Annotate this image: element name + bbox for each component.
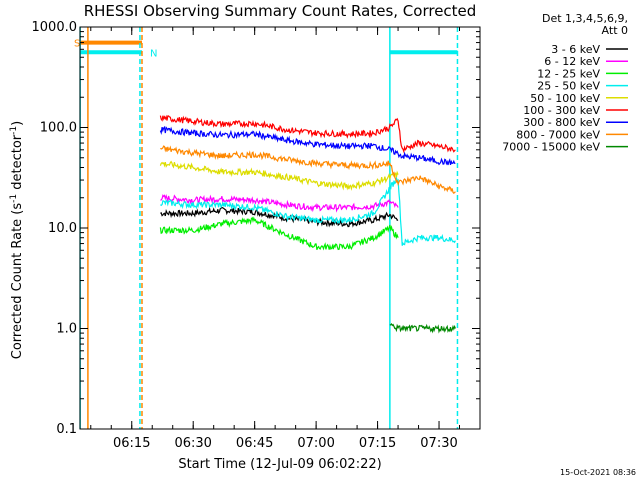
x-tick-label: 06:15 xyxy=(113,436,150,451)
flag-label-n: N xyxy=(150,48,157,59)
x-tick-label: 07:15 xyxy=(359,436,396,451)
plot-area: SN xyxy=(74,27,459,429)
y-tick-label: 1000.0 xyxy=(32,20,78,35)
legend-header-line-0: Det 1,3,4,5,6,9, xyxy=(542,12,628,25)
y-axis-label-part1: Corrected Count Rate (s xyxy=(10,203,25,360)
series-line-7 xyxy=(160,145,456,195)
flag-label-s: S xyxy=(74,39,80,50)
series-line-4 xyxy=(159,160,399,191)
legend-label-2: 12 - 25 keV xyxy=(537,67,600,80)
legend-label-4: 50 - 100 keV xyxy=(530,92,600,105)
y-axis-label-sup2: -1 xyxy=(9,126,19,135)
series-line-6 xyxy=(159,125,456,166)
legend-label-5: 100 - 300 keV xyxy=(523,104,600,117)
series-line-5 xyxy=(159,114,456,154)
axes: 0.1 1.0 10.0 100.0 1000.0 06:15 06:30 06:45 07:0… xyxy=(32,20,481,451)
x-tick-label: 06:45 xyxy=(236,436,273,451)
series-line-8 xyxy=(389,323,456,334)
y-axis-label-sup1: -1 xyxy=(9,194,19,203)
series-line-2 xyxy=(159,216,399,251)
y-tick-label: 100.0 xyxy=(40,121,77,136)
series-line-1 xyxy=(160,194,399,213)
series-line-3 xyxy=(160,177,456,246)
y-axis-label-part2: detector xyxy=(10,134,25,194)
legend-label-7: 800 - 7000 keV xyxy=(516,128,600,141)
legend-label-8: 7000 - 15000 keV xyxy=(502,141,600,154)
x-axis-label: Start Time (12-Jul-09 06:02:22) xyxy=(178,457,381,472)
legend-label-1: 6 - 12 keV xyxy=(544,55,600,68)
x-tick-label: 07:30 xyxy=(420,436,457,451)
legend-label-3: 25 - 50 keV xyxy=(537,80,600,93)
legend-header-line-1: Att 0 xyxy=(602,24,628,37)
footer-timestamp: 15-Oct-2021 08:36 xyxy=(560,468,636,477)
chart-title: RHESSI Observing Summary Count Rates, Co… xyxy=(84,2,477,20)
x-tick-label: 07:00 xyxy=(297,436,334,451)
y-tick-label: 10.0 xyxy=(48,221,77,236)
y-axis-label: Corrected Count Rate (s-1 detector-1) xyxy=(9,121,25,359)
y-tick-label: 1.0 xyxy=(56,322,77,337)
y-tick-label: 0.1 xyxy=(56,422,77,437)
x-tick-label: 06:30 xyxy=(174,436,211,451)
y-axis-label-part3: ) xyxy=(10,121,25,126)
legend-label-6: 300 - 800 keV xyxy=(523,116,600,129)
legend-label-0: 3 - 6 keV xyxy=(551,43,600,56)
